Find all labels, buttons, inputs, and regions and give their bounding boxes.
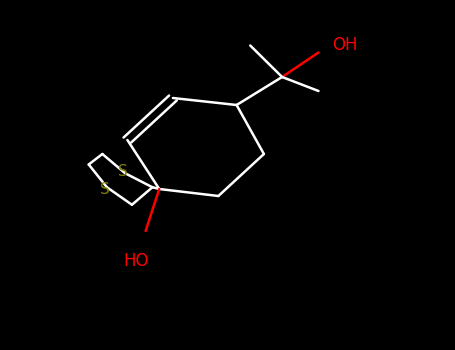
Text: HO: HO — [124, 252, 149, 270]
Text: S: S — [118, 164, 128, 179]
Text: S: S — [100, 182, 110, 196]
Text: OH: OH — [332, 36, 358, 55]
